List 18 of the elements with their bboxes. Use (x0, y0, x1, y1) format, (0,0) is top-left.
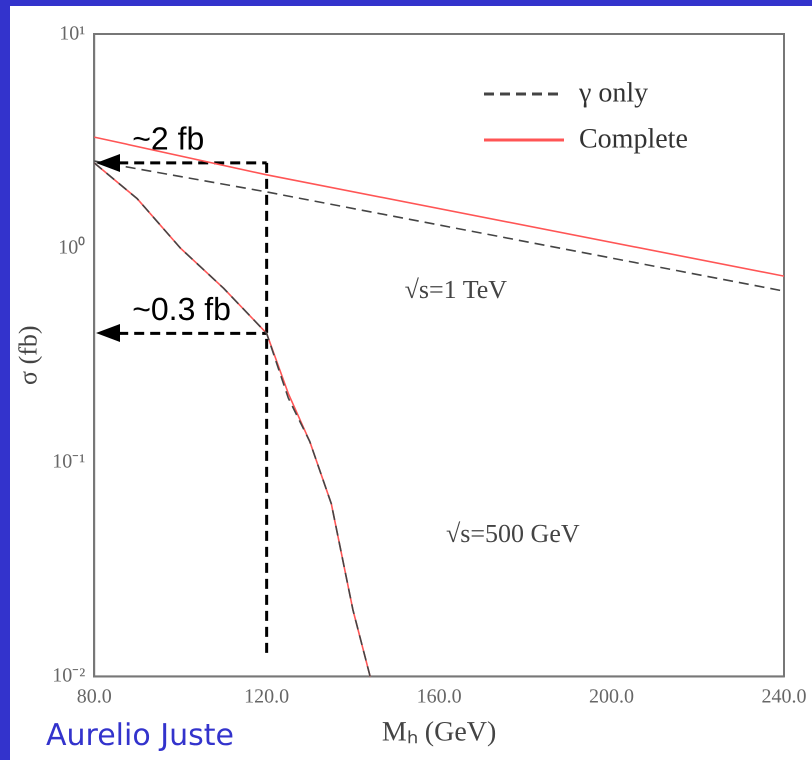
annotation: √s=1 TeV (404, 274, 508, 304)
x-tick-label: 80.0 (76, 686, 112, 708)
y-tick-label: 10⁰ (58, 235, 86, 258)
x-tick-label: 120.0 (244, 686, 290, 708)
x-tick-label: 160.0 (416, 686, 462, 708)
ref-line-label: ~2 fb (132, 120, 204, 157)
legend-label: γ only (578, 77, 648, 108)
y-tick-label: 10¹ (59, 22, 86, 44)
ref-line-label: ~0.3 fb (132, 291, 231, 328)
x-tick-label: 200.0 (589, 686, 634, 708)
y-axis-title: σ (fb) (13, 325, 42, 385)
text: Aurelio Juste (46, 718, 234, 753)
y-tick-label: 10⁻¹ (52, 450, 86, 473)
x-tick-label: 240.0 (762, 686, 806, 708)
y-tick-label: 10⁻² (52, 664, 86, 687)
x-axis-title: Mₕ (GeV) (382, 716, 496, 748)
legend-label: Complete (579, 123, 688, 154)
annotation: √s=500 GeV (446, 518, 580, 548)
